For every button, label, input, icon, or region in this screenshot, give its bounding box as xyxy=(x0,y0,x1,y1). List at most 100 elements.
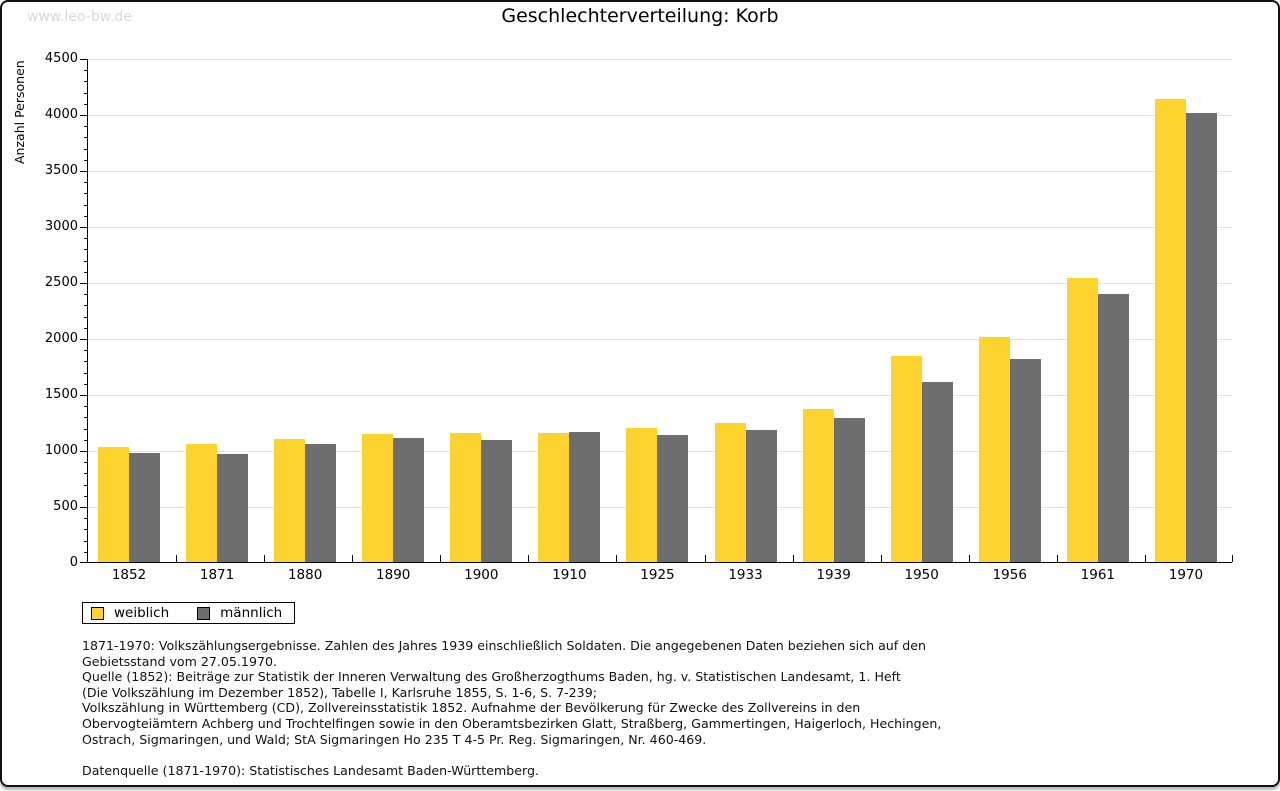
x-axis-tick-9 xyxy=(880,555,882,562)
plot-area: 500 1000 1500 2000 2500 3000 3500 4000 4500 0 1852… xyxy=(45,51,1233,583)
x-tick-label-1871: 1871 xyxy=(199,567,235,583)
x-axis-tick-6 xyxy=(616,555,618,562)
bar-weiblich-1900 xyxy=(450,432,482,562)
y-minor-tick-2300 xyxy=(84,305,88,307)
y-tick-label-500: 500 xyxy=(53,499,78,514)
y-minor-tick-1300 xyxy=(84,417,88,419)
y-tick-label-3500: 3500 xyxy=(44,163,78,178)
bar-männlich-1956 xyxy=(1009,359,1041,562)
source-note-line-7: Ostrach, Sigmaringen, und Wald; StA Sigm… xyxy=(82,731,707,747)
y-minor-tick-400 xyxy=(84,518,88,520)
bar-weiblich-1871 xyxy=(186,443,218,562)
bar-männlich-1910 xyxy=(569,431,601,562)
y-major-tick-4500 xyxy=(80,59,88,60)
y-tick-label-2000: 2000 xyxy=(44,331,78,346)
bar-weiblich-1956 xyxy=(978,336,1010,562)
bar-weiblich-1939 xyxy=(802,408,834,562)
gridline-3500 xyxy=(88,171,1232,172)
x-tick-label-1950: 1950 xyxy=(904,567,939,583)
y-minor-tick-1400 xyxy=(84,406,88,408)
x-axis-tick-8 xyxy=(792,555,794,562)
y-tick-label-0: 0 xyxy=(69,555,78,570)
x-tick-label-1925: 1925 xyxy=(640,567,675,583)
y-minor-tick-4400 xyxy=(84,70,88,72)
x-axis-tick-1 xyxy=(176,555,178,562)
source-note-line-8 xyxy=(82,747,1222,763)
source-note-line-4: (Die Volkszählung im Dezember 1852), Tab… xyxy=(82,684,597,700)
gridline-2000 xyxy=(88,339,1232,340)
y-minor-tick-2200 xyxy=(84,316,88,318)
y-minor-tick-1700 xyxy=(84,372,88,374)
y-minor-tick-1600 xyxy=(84,383,88,385)
x-axis-tick-5 xyxy=(528,555,530,562)
y-minor-tick-2600 xyxy=(84,271,88,273)
x-axis-tick-12 xyxy=(1144,555,1146,562)
legend: weiblich männlich xyxy=(82,602,296,624)
gridline-4500 xyxy=(88,59,1232,60)
y-minor-tick-3600 xyxy=(84,159,88,161)
bar-weiblich-1852 xyxy=(98,446,129,562)
bar-weiblich-1961 xyxy=(1066,277,1098,562)
watermark: www.leo-bw.de xyxy=(27,9,132,25)
y-minor-tick-3200 xyxy=(84,204,88,206)
bar-männlich-1925 xyxy=(657,435,689,562)
source-note-line-1: 1871-1970: Volkszählungsergebnisse. Zahl… xyxy=(82,638,926,653)
y-minor-tick-800 xyxy=(84,473,88,475)
y-tick-label-2500: 2500 xyxy=(44,275,78,290)
y-minor-tick-2800 xyxy=(84,249,88,251)
y-tick-label-1500: 1500 xyxy=(44,387,78,402)
bar-weiblich-1910 xyxy=(538,432,570,562)
source-note-line-5: Volkszählung in Württemberg (CD), Zollve… xyxy=(82,700,861,716)
x-axis-tick-11 xyxy=(1056,555,1058,562)
legend-swatch-weiblich xyxy=(91,606,104,620)
x-axis-tick-10 xyxy=(968,555,970,562)
x-axis-tick-7 xyxy=(704,555,706,562)
y-minor-tick-300 xyxy=(84,529,88,531)
chart-title: Geschlechterverteilung: Korb xyxy=(501,5,779,27)
y-minor-tick-3800 xyxy=(84,137,88,139)
legend-item-maennlich: männlich xyxy=(197,605,282,621)
y-minor-tick-2700 xyxy=(84,260,88,262)
x-tick-label-1910: 1910 xyxy=(552,567,587,583)
y-minor-tick-1100 xyxy=(84,439,88,441)
y-major-tick-0 xyxy=(80,562,88,563)
y-minor-tick-200 xyxy=(84,540,88,542)
bar-männlich-1970 xyxy=(1185,112,1217,562)
y-tick-label-4000: 4000 xyxy=(44,107,78,122)
source-note-line-3: Quelle (1852): Beiträge zur Statistik de… xyxy=(82,669,901,685)
y-minor-tick-4100 xyxy=(84,103,88,105)
source-note-line-9: Datenquelle (1871-1970): Statistisches L… xyxy=(82,762,539,778)
y-minor-tick-3100 xyxy=(84,215,88,217)
bar-weiblich-1970 xyxy=(1154,99,1186,562)
x-axis-tick-end xyxy=(1232,555,1233,562)
y-tick-label-3000: 3000 xyxy=(44,219,78,234)
bar-männlich-1933 xyxy=(745,430,777,562)
x-tick-label-1956: 1956 xyxy=(992,567,1027,583)
x-tick-label-1961: 1961 xyxy=(1080,567,1116,583)
y-major-tick-2500 xyxy=(80,283,88,284)
bar-weiblich-1880 xyxy=(274,438,306,562)
y-minor-tick-1900 xyxy=(84,350,88,352)
y-major-tick-3000 xyxy=(80,227,88,228)
y-minor-tick-2900 xyxy=(84,238,88,240)
gridline-2500 xyxy=(88,283,1232,284)
bar-männlich-1880 xyxy=(305,444,337,562)
y-minor-tick-3700 xyxy=(84,148,88,150)
y-minor-tick-1200 xyxy=(84,428,88,430)
y-major-tick-1500 xyxy=(80,395,88,396)
x-tick-label-1939: 1939 xyxy=(816,567,851,583)
legend-label-maennlich: männlich xyxy=(220,605,283,621)
x-tick-label-1852: 1852 xyxy=(111,567,147,583)
bar-männlich-1852 xyxy=(129,452,160,562)
y-major-tick-4000 xyxy=(80,115,88,116)
bar-männlich-1961 xyxy=(1097,294,1129,562)
y-minor-tick-3400 xyxy=(84,182,88,184)
y-tick-label-4500: 4500 xyxy=(44,51,78,66)
x-tick-label-1970: 1970 xyxy=(1168,567,1204,583)
gridline-3000 xyxy=(88,227,1232,228)
x-axis-tick-2 xyxy=(264,555,266,562)
y-minor-tick-700 xyxy=(84,484,88,486)
x-tick-label-1880: 1880 xyxy=(287,567,323,583)
source-note-line-6: Obervogteiämtern Achberg und Trochtelfin… xyxy=(82,715,942,731)
